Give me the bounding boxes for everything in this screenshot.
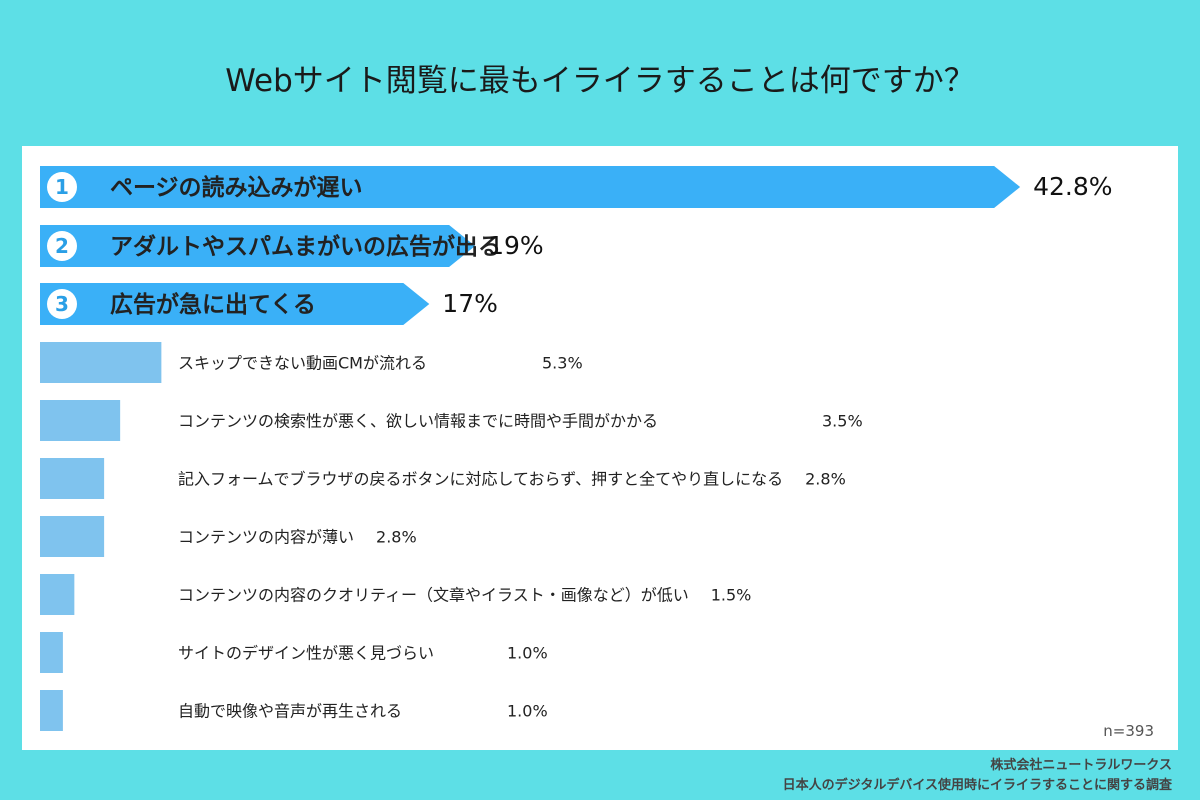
source-survey: 日本人のデジタルデバイス使用時にイライラすることに関する調査	[782, 778, 1172, 793]
bar	[40, 690, 63, 731]
chart-title: Webサイト閲覧に最もイライラすることは何ですか？	[225, 63, 975, 99]
rank-number-2: 2	[55, 234, 69, 258]
bar-label: アダルトやスパムまがいの広告が出る	[110, 233, 501, 260]
value-label: 1.0%	[507, 702, 548, 721]
bar-label: 自動で映像や音声が再生される	[178, 702, 402, 721]
bar-label: ページの読み込みが遅い	[110, 174, 363, 201]
bar	[40, 342, 162, 383]
bar-label: コンテンツの内容のクオリティー（文章やイラスト・画像など）が低い	[178, 586, 689, 605]
source-note: 株式会社ニュートラルワークス 日本人のデジタルデバイス使用時にイライラすることに…	[783, 756, 1172, 796]
rank-number-3: 3	[55, 292, 69, 316]
bar-label: サイトのデザイン性が悪く見づらい	[178, 644, 434, 663]
chart-panel: 1 ページの読み込みが遅い 42.8% 2 アダルトやスパムまがいの広告が出る 19% 3 広…	[22, 146, 1178, 750]
rank-number-1: 1	[55, 175, 69, 199]
bar-label: スキップできない動画CMが流れる	[178, 354, 427, 373]
source-company: 株式会社ニュートラルワークス	[990, 758, 1172, 773]
value-label: 5.3%	[542, 354, 583, 373]
value-label: 17%	[442, 289, 498, 318]
bar	[40, 574, 75, 615]
bar-rank-1	[40, 166, 1021, 208]
bar	[40, 516, 105, 557]
bar-label: コンテンツの内容が薄い	[178, 528, 354, 547]
value-label: 1.5%	[711, 586, 752, 605]
bar-label: 広告が急に出てくる	[110, 291, 316, 318]
bar	[40, 632, 63, 673]
sample-size: n=393	[1103, 722, 1154, 740]
value-label: 2.8%	[805, 470, 846, 489]
bar-rank-3	[40, 283, 430, 325]
bar-label: 記入フォームでブラウザの戻るボタンに対応しておらず、押すと全てやり直しになる	[178, 470, 783, 489]
value-label: 42.8%	[1033, 172, 1112, 201]
bar	[40, 400, 121, 441]
value-label: 19%	[488, 231, 544, 260]
value-label: 1.0%	[507, 644, 548, 663]
value-label: 3.5%	[822, 412, 863, 431]
rank-badge-1	[47, 172, 77, 202]
bar-rank-2	[40, 225, 476, 267]
bar-label: コンテンツの検索性が悪く、欲しい情報までに時間や手間がかかる	[178, 412, 658, 431]
rank-badge-3	[47, 289, 77, 319]
value-label: 2.8%	[376, 528, 417, 547]
rank-badge-2	[47, 231, 77, 261]
bar	[40, 458, 105, 499]
